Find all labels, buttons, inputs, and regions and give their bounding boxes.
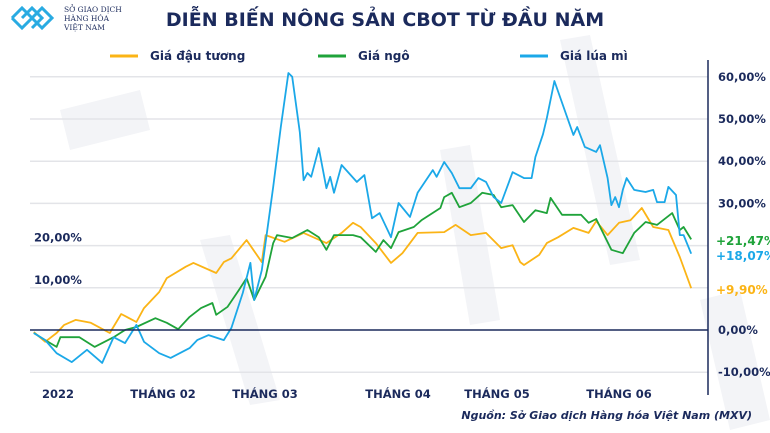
x-tick-label: THÁNG 02: [130, 386, 195, 401]
x-tick-label: 2022: [42, 387, 74, 401]
x-tick-label: THÁNG 04: [365, 386, 430, 401]
series-line: [33, 191, 692, 348]
logo-line-1: SỞ GIAO DỊCH: [64, 4, 122, 14]
y-tick-label: 30,00%: [718, 196, 766, 210]
end-labels: +9,90% +21,47%+18,07%: [716, 234, 770, 297]
logo: SỞ GIAO DỊCH HÀNG HÓA VIỆT NAM: [10, 4, 122, 32]
logo-line-3: VIỆT NAM: [63, 23, 105, 32]
series-end-label: +9,90%: [716, 283, 768, 297]
y-axis-ticks: 60,00% 50,00% 40,00% 30,00% 20,00% 10,00% 0,00…: [34, 70, 770, 379]
x-tick-label: THÁNG 06: [586, 386, 651, 401]
logo-mark-icon: [10, 5, 55, 31]
y-tick-label: 60,00%: [718, 70, 766, 84]
x-axis-ticks: 2022 THÁNG 02 THÁNG 03 THÁNG 04 THÁNG 05 THÁN…: [42, 386, 652, 401]
series-line: [33, 207, 693, 343]
legend: Giá đậu tương Giá ngô Giá lúa mì: [110, 49, 628, 63]
series-end-label: +21,47%: [716, 234, 770, 248]
x-tick-label: THÁNG 05: [464, 386, 529, 401]
watermark-pattern: [60, 35, 770, 430]
y-tick-label: 0,00%: [718, 323, 758, 337]
y-tick-label: 50,00%: [718, 112, 766, 126]
series-line: [33, 72, 693, 364]
x-tick-label: THÁNG 03: [232, 386, 297, 401]
y-tick-label: 20,00%: [34, 231, 82, 245]
source-note: Nguồn: Sở Giao dịch Hàng hóa Việt Nam (M…: [461, 409, 752, 422]
logo-line-2: HÀNG HÓA: [64, 14, 110, 23]
legend-label: Giá ngô: [358, 49, 410, 63]
y-tick-label: -10,00%: [718, 365, 770, 379]
chart-title: DIỄN BIẾN NÔNG SẢN CBOT TỪ ĐẦU NĂM: [166, 4, 604, 31]
series-end-label: +18,07%: [716, 249, 770, 263]
y-tick-label: 40,00%: [718, 154, 766, 168]
series-lines: [30, 72, 708, 364]
y-tick-label: 10,00%: [34, 273, 82, 287]
legend-label: Giá đậu tương: [150, 49, 245, 63]
legend-label: Giá lúa mì: [560, 49, 628, 63]
